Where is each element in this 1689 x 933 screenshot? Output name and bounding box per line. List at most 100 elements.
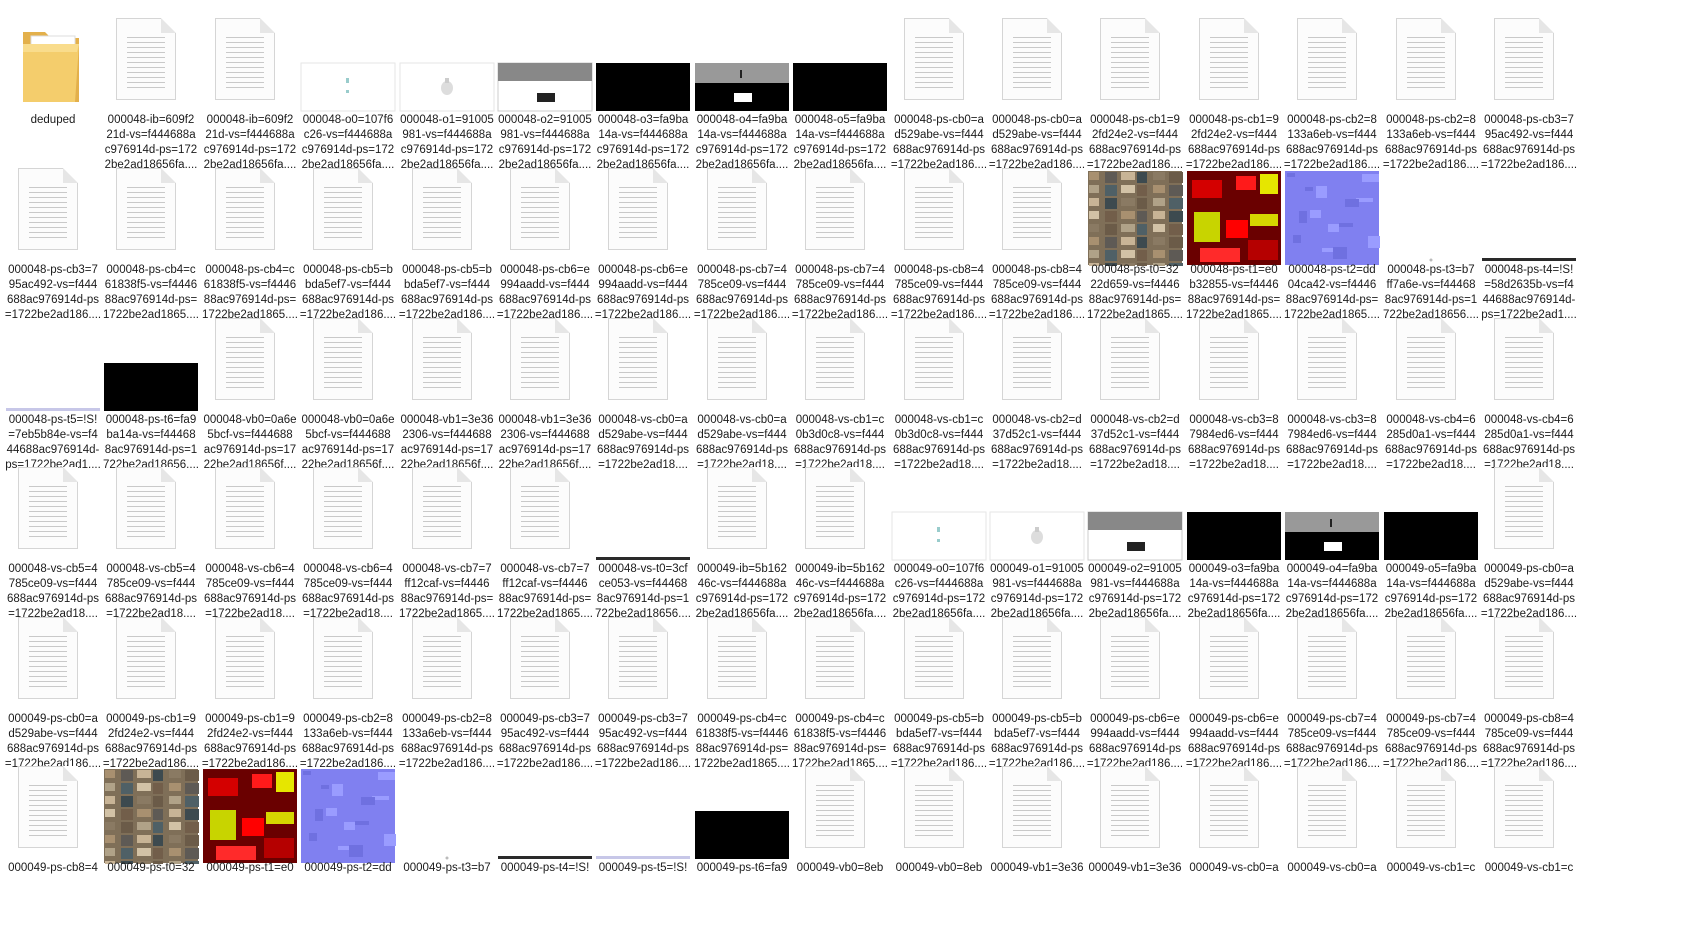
file-item[interactable]: 000049-ps-cb3=7 95ac492-vs=f444 688ac97691… <box>590 611 696 773</box>
file-item[interactable]: 000049-o3=fa9ba 14a-vs=f444688a c976914d-p… <box>1181 461 1287 623</box>
file-item[interactable]: 000049-o0=107f6 c26-vs=f444688a c976914d-p… <box>886 461 992 623</box>
file-item[interactable]: 000049-o4=fa9ba 14a-vs=f444688a c976914d-p… <box>1279 461 1385 623</box>
file-item[interactable]: 000049-vb0=8eb <box>787 760 893 922</box>
file-item[interactable]: 000048-vs-cb2=d 37d52c1-vs=f444 688ac97691… <box>984 312 1090 474</box>
file-item[interactable]: 000049-o2=91005 981-vs=f444688a c976914d-p… <box>1082 461 1188 623</box>
file-item[interactable]: 000049-ps-cb0=a d529abe-vs=f444 688ac97691… <box>0 611 106 773</box>
file-item[interactable]: 000048-ps-cb5=b bda5ef7-vs=f444 688ac97691… <box>295 162 401 324</box>
file-item[interactable]: 000048-o3=fa9ba 14a-vs=f444688a c976914d-p… <box>590 12 696 174</box>
file-item[interactable]: 000048-ps-cb8=4 785ce09-vs=f444 688ac97691… <box>886 162 992 324</box>
file-item[interactable]: 000048-ps-cb4=c 61838f5-vs=f4446 88ac97691… <box>98 162 204 324</box>
file-item[interactable]: 000048-ps-cb7=4 785ce09-vs=f444 688ac97691… <box>689 162 795 324</box>
file-item[interactable]: 000049-ps-t5=!S! <box>590 760 696 922</box>
file-item[interactable]: 000048-ps-cb3=7 95ac492-vs=f444 688ac97691… <box>0 162 106 324</box>
file-item[interactable]: 000049-ps-cb4=c 61838f5-vs=f4446 88ac97691… <box>689 611 795 773</box>
file-item[interactable]: 000048-vs-cb0=a d529abe-vs=f444 688ac97691… <box>590 312 696 474</box>
file-item[interactable]: 000049-ps-cb5=b bda5ef7-vs=f444 688ac97691… <box>886 611 992 773</box>
file-item[interactable]: 000048-vs-t0=3cf ce053-vs=f44468 8ac976914… <box>590 461 696 623</box>
file-item[interactable]: 000049-ps-t4=!S! <box>492 760 598 922</box>
file-item[interactable]: 000048-ps-t4=!S! =58d2635b-vs=f4 44688ac97… <box>1476 162 1582 324</box>
file-item[interactable]: 000048-vs-cb1=c 0b3d0c8-vs=f444 688ac97691… <box>886 312 992 474</box>
file-name-line: 000048-vb1=3e36 <box>498 414 592 426</box>
file-name-line: =1722be2ad18.... <box>1287 459 1377 471</box>
file-item[interactable]: 000048-ps-cb6=e 994aadd-vs=f444 688ac97691… <box>492 162 598 324</box>
file-name-line: c976914d-ps=172 <box>695 593 789 605</box>
file-item[interactable]: 000048-ib=609f2 21d-vs=f444688a c976914d-p… <box>197 12 303 174</box>
file-item[interactable]: 000048-ps-cb3=7 95ac492-vs=f444 688ac97691… <box>1476 12 1582 174</box>
file-item[interactable]: 000048-vs-cb2=d 37d52c1-vs=f444 688ac97691… <box>1082 312 1188 474</box>
file-item[interactable]: 000049-ps-cb3=7 95ac492-vs=f444 688ac97691… <box>492 611 598 773</box>
file-item[interactable]: 000049-ps-cb7=4 785ce09-vs=f444 688ac97691… <box>1279 611 1385 773</box>
file-item[interactable]: 000048-ps-t1=e0 b32855-vs=f4446 88ac976914… <box>1181 162 1287 324</box>
file-item[interactable]: 000048-o0=107f6 c26-vs=f444688a c976914d-p… <box>295 12 401 174</box>
file-item[interactable]: 000049-ps-cb2=8 133a6eb-vs=f444 688ac97691… <box>394 611 500 773</box>
file-item[interactable]: 000048-vb1=3e36 2306-vs=f444688 ac976914d-… <box>492 312 598 474</box>
file-item[interactable]: 000048-ps-t5=!S! =7eb5b84e-vs=f4 44688ac97… <box>0 312 106 474</box>
file-item[interactable]: 000049-ps-t1=e0 <box>197 760 303 922</box>
file-item[interactable]: 000049-ps-cb0=a d529abe-vs=f444 688ac97691… <box>1476 461 1582 623</box>
file-item[interactable]: 000048-ps-t0=32 22d659-vs=f4446 88ac976914… <box>1082 162 1188 324</box>
file-item[interactable]: 000049-ib=5b162 46c-vs=f444688a c976914d-p… <box>787 461 893 623</box>
file-item[interactable]: 000049-vb1=3e36 <box>1082 760 1188 922</box>
file-item[interactable]: 000049-ps-cb1=9 2fd24e2-vs=f444 688ac97691… <box>98 611 204 773</box>
file-item[interactable]: 000048-vb0=0a6e 5bcf-vs=f444688 ac976914d-… <box>197 312 303 474</box>
file-item[interactable]: 000048-vs-cb6=4 785ce09-vs=f444 688ac97691… <box>295 461 401 623</box>
file-item[interactable]: 000049-vs-cb0=a <box>1279 760 1385 922</box>
file-item[interactable]: 000048-o2=91005 981-vs=f444688a c976914d-p… <box>492 12 598 174</box>
file-item[interactable]: 000049-ps-cb6=e 994aadd-vs=f444 688ac97691… <box>1082 611 1188 773</box>
file-item[interactable]: 000049-ps-cb4=c 61838f5-vs=f4446 88ac97691… <box>787 611 893 773</box>
file-item[interactable]: 000049-ps-cb1=9 2fd24e2-vs=f444 688ac97691… <box>197 611 303 773</box>
file-item[interactable]: 000049-ps-cb8=4 785ce09-vs=f444 688ac97691… <box>1476 611 1582 773</box>
file-item[interactable]: 000049-ps-cb2=8 133a6eb-vs=f444 688ac97691… <box>295 611 401 773</box>
file-item[interactable]: 000048-o1=91005 981-vs=f444688a c976914d-p… <box>394 12 500 174</box>
file-name-line: 688ac976914d-ps <box>1187 743 1281 755</box>
file-item[interactable]: 000049-ps-t0=32 <box>98 760 204 922</box>
file-item[interactable]: 000049-vs-cb1=c <box>1476 760 1582 922</box>
file-item[interactable]: 000048-ps-cb7=4 785ce09-vs=f444 688ac97691… <box>787 162 893 324</box>
file-item[interactable]: 000048-vs-cb4=6 285d0a1-vs=f444 688ac97691… <box>1378 312 1484 474</box>
file-item[interactable]: 000048-vb0=0a6e 5bcf-vs=f444688 ac976914d-… <box>295 312 401 474</box>
file-item[interactable]: 000048-ps-cb0=a d529abe-vs=f444 688ac97691… <box>984 12 1090 174</box>
file-item[interactable]: 000049-ps-cb7=4 785ce09-vs=f444 688ac97691… <box>1378 611 1484 773</box>
file-item[interactable]: 000048-ps-cb6=e 994aadd-vs=f444 688ac97691… <box>590 162 696 324</box>
file-item[interactable]: 000049-ps-t6=fa9 <box>689 760 795 922</box>
file-item[interactable]: 000048-ps-cb1=9 2fd24e2-vs=f444 688ac97691… <box>1181 12 1287 174</box>
file-item[interactable]: 000049-vs-cb0=a <box>1181 760 1287 922</box>
file-item[interactable]: 000048-ps-cb2=8 133a6eb-vs=f444 688ac97691… <box>1378 12 1484 174</box>
file-item[interactable]: 000048-vs-cb4=6 285d0a1-vs=f444 688ac97691… <box>1476 312 1582 474</box>
file-item[interactable]: 000048-o4=fa9ba 14a-vs=f444688a c976914d-p… <box>689 12 795 174</box>
file-item[interactable]: 000048-ps-cb0=a d529abe-vs=f444 688ac97691… <box>886 12 992 174</box>
file-item[interactable]: 000048-ps-t2=dd 04ca42-vs=f4446 88ac976914… <box>1279 162 1385 324</box>
file-item[interactable]: 000048-ps-cb2=8 133a6eb-vs=f444 688ac97691… <box>1279 12 1385 174</box>
file-item[interactable]: 000048-vs-cb5=4 785ce09-vs=f444 688ac97691… <box>0 461 106 623</box>
file-item[interactable]: 000048-vs-cb5=4 785ce09-vs=f444 688ac97691… <box>98 461 204 623</box>
file-item[interactable]: 000049-o1=91005 981-vs=f444688a c976914d-p… <box>984 461 1090 623</box>
file-item[interactable]: 000048-vs-cb6=4 785ce09-vs=f444 688ac97691… <box>197 461 303 623</box>
file-item[interactable]: 000049-vs-cb1=c <box>1378 760 1484 922</box>
file-item[interactable]: 000049-o5=fa9ba 14a-vs=f444688a c976914d-p… <box>1378 461 1484 623</box>
file-item[interactable]: 000049-ps-t2=dd <box>295 760 401 922</box>
file-item[interactable]: 000048-ib=609f2 21d-vs=f444688a c976914d-p… <box>98 12 204 174</box>
file-item[interactable]: 000049-ps-cb8=4 <box>0 760 106 922</box>
file-item[interactable]: 000049-ib=5b162 46c-vs=f444688a c976914d-p… <box>689 461 795 623</box>
file-item[interactable]: 000048-ps-t6=fa9 ba14a-vs=f44468 8ac976914… <box>98 312 204 474</box>
file-item[interactable]: 000048-ps-cb4=c 61838f5-vs=f4446 88ac97691… <box>197 162 303 324</box>
file-item[interactable]: 000048-vs-cb3=8 7984ed6-vs=f444 688ac97691… <box>1279 312 1385 474</box>
file-item[interactable]: 000048-ps-t3=b7 ff7a6e-vs=f44468 8ac976914… <box>1378 162 1484 324</box>
file-item[interactable]: 000049-ps-cb5=b bda5ef7-vs=f444 688ac97691… <box>984 611 1090 773</box>
file-item[interactable]: 000048-vs-cb0=a d529abe-vs=f444 688ac97691… <box>689 312 795 474</box>
file-item[interactable]: 000049-ps-t3=b7 <box>394 760 500 922</box>
file-item[interactable]: 000048-vs-cb1=c 0b3d0c8-vs=f444 688ac97691… <box>787 312 893 474</box>
file-item[interactable]: 000049-vb0=8eb <box>886 760 992 922</box>
file-item[interactable]: 000048-vs-cb7=7 ff12caf-vs=f4446 88ac97691… <box>492 461 598 623</box>
file-item[interactable]: 000048-ps-cb5=b bda5ef7-vs=f444 688ac97691… <box>394 162 500 324</box>
folder-item[interactable]: deduped <box>0 12 106 174</box>
file-item[interactable]: 000048-ps-cb8=4 785ce09-vs=f444 688ac97691… <box>984 162 1090 324</box>
file-item[interactable]: 000048-vb1=3e36 2306-vs=f444688 ac976914d-… <box>394 312 500 474</box>
file-item[interactable]: 000048-vs-cb3=8 7984ed6-vs=f444 688ac97691… <box>1181 312 1287 474</box>
file-item[interactable]: 000048-ps-cb1=9 2fd24e2-vs=f444 688ac97691… <box>1082 12 1188 174</box>
file-item[interactable]: 000048-o5=fa9ba 14a-vs=f444688a c976914d-p… <box>787 12 893 174</box>
file-item[interactable]: 000049-ps-cb6=e 994aadd-vs=f444 688ac97691… <box>1181 611 1287 773</box>
file-item[interactable]: 000049-vb1=3e36 <box>984 760 1090 922</box>
file-item[interactable]: 000048-vs-cb7=7 ff12caf-vs=f4446 88ac97691… <box>394 461 500 623</box>
